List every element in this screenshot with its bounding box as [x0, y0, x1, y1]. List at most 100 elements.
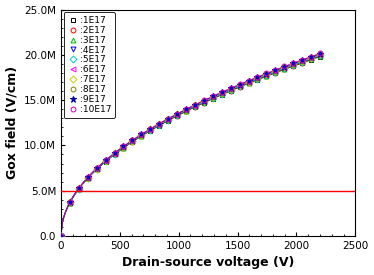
:3E17 — [184, 109, 188, 112]
Line: :1E17: :1E17 — [59, 54, 322, 238]
:8E17 — [211, 95, 215, 98]
:4E17 — [139, 134, 144, 137]
:3E17 — [282, 67, 286, 70]
:3E17 — [95, 167, 99, 171]
:2E17 — [121, 146, 126, 149]
:7E17 — [175, 113, 179, 116]
:7E17 — [309, 56, 313, 59]
:5E17 — [202, 100, 206, 103]
:2E17 — [139, 134, 144, 138]
:3E17 — [175, 114, 179, 117]
:2E17 — [86, 177, 90, 180]
Line: :10E17: :10E17 — [59, 51, 322, 238]
:6E17 — [220, 92, 224, 95]
Line: :9E17: :9E17 — [58, 50, 324, 240]
Line: :4E17: :4E17 — [59, 53, 322, 238]
:4E17 — [318, 54, 322, 57]
:4E17 — [103, 160, 108, 163]
:1E17 — [300, 61, 304, 65]
:10E17 — [86, 176, 90, 179]
:5E17 — [220, 92, 224, 95]
:7E17 — [291, 62, 295, 66]
Y-axis label: Gox field (V/cm): Gox field (V/cm) — [6, 66, 19, 179]
:6E17 — [166, 118, 171, 121]
:4E17 — [121, 146, 126, 149]
:1E17 — [103, 160, 108, 163]
:8E17 — [86, 176, 90, 179]
:1E17 — [282, 68, 286, 71]
:8E17 — [318, 53, 322, 56]
:1E17 — [68, 201, 72, 204]
:10E17 — [121, 145, 126, 148]
:8E17 — [148, 128, 153, 131]
:5E17 — [148, 128, 153, 131]
:4E17 — [202, 100, 206, 104]
:3E17 — [86, 177, 90, 180]
:9E17 — [220, 91, 224, 94]
:9E17 — [139, 133, 144, 136]
:3E17 — [166, 119, 171, 122]
:8E17 — [130, 139, 135, 142]
:5E17 — [300, 60, 304, 63]
:6E17 — [121, 145, 126, 149]
:4E17 — [291, 64, 295, 67]
Line: :6E17: :6E17 — [59, 53, 322, 238]
:7E17 — [273, 69, 278, 73]
:6E17 — [193, 104, 197, 107]
:2E17 — [95, 168, 99, 171]
:4E17 — [282, 67, 286, 70]
:6E17 — [157, 123, 162, 126]
:6E17 — [68, 201, 72, 204]
:8E17 — [282, 65, 286, 69]
:2E17 — [220, 93, 224, 96]
:8E17 — [157, 122, 162, 126]
:7E17 — [220, 91, 224, 95]
:6E17 — [300, 60, 304, 63]
:6E17 — [211, 96, 215, 99]
:10E17 — [255, 75, 260, 79]
:9E17 — [68, 200, 72, 204]
:6E17 — [255, 76, 260, 80]
:5E17 — [229, 88, 233, 91]
:9E17 — [300, 59, 304, 62]
:1E17 — [148, 129, 153, 132]
:8E17 — [95, 167, 99, 170]
:3E17 — [130, 140, 135, 143]
:7E17 — [202, 100, 206, 103]
:10E17 — [318, 52, 322, 55]
:3E17 — [157, 123, 162, 127]
:7E17 — [237, 84, 242, 87]
:6E17 — [77, 187, 81, 190]
X-axis label: Drain-source voltage (V): Drain-source voltage (V) — [122, 257, 294, 269]
:7E17 — [103, 159, 108, 162]
:3E17 — [229, 89, 233, 92]
:10E17 — [130, 138, 135, 142]
:8E17 — [255, 76, 260, 79]
:8E17 — [139, 133, 144, 136]
:1E17 — [291, 65, 295, 68]
:8E17 — [220, 91, 224, 94]
:2E17 — [112, 153, 117, 156]
:2E17 — [193, 105, 197, 108]
:5E17 — [77, 187, 81, 190]
:7E17 — [193, 104, 197, 107]
:6E17 — [103, 159, 108, 163]
:8E17 — [229, 87, 233, 90]
:10E17 — [175, 112, 179, 115]
:5E17 — [193, 104, 197, 108]
:1E17 — [166, 119, 171, 122]
:8E17 — [103, 159, 108, 162]
:5E17 — [68, 201, 72, 204]
:9E17 — [255, 76, 260, 79]
:2E17 — [229, 89, 233, 92]
:4E17 — [148, 128, 153, 132]
Line: :3E17: :3E17 — [59, 54, 322, 238]
:5E17 — [246, 81, 251, 84]
:7E17 — [86, 176, 90, 179]
:7E17 — [264, 73, 269, 76]
:5E17 — [59, 234, 63, 238]
:6E17 — [139, 133, 144, 137]
:2E17 — [175, 114, 179, 117]
:2E17 — [202, 101, 206, 104]
:3E17 — [246, 81, 251, 84]
